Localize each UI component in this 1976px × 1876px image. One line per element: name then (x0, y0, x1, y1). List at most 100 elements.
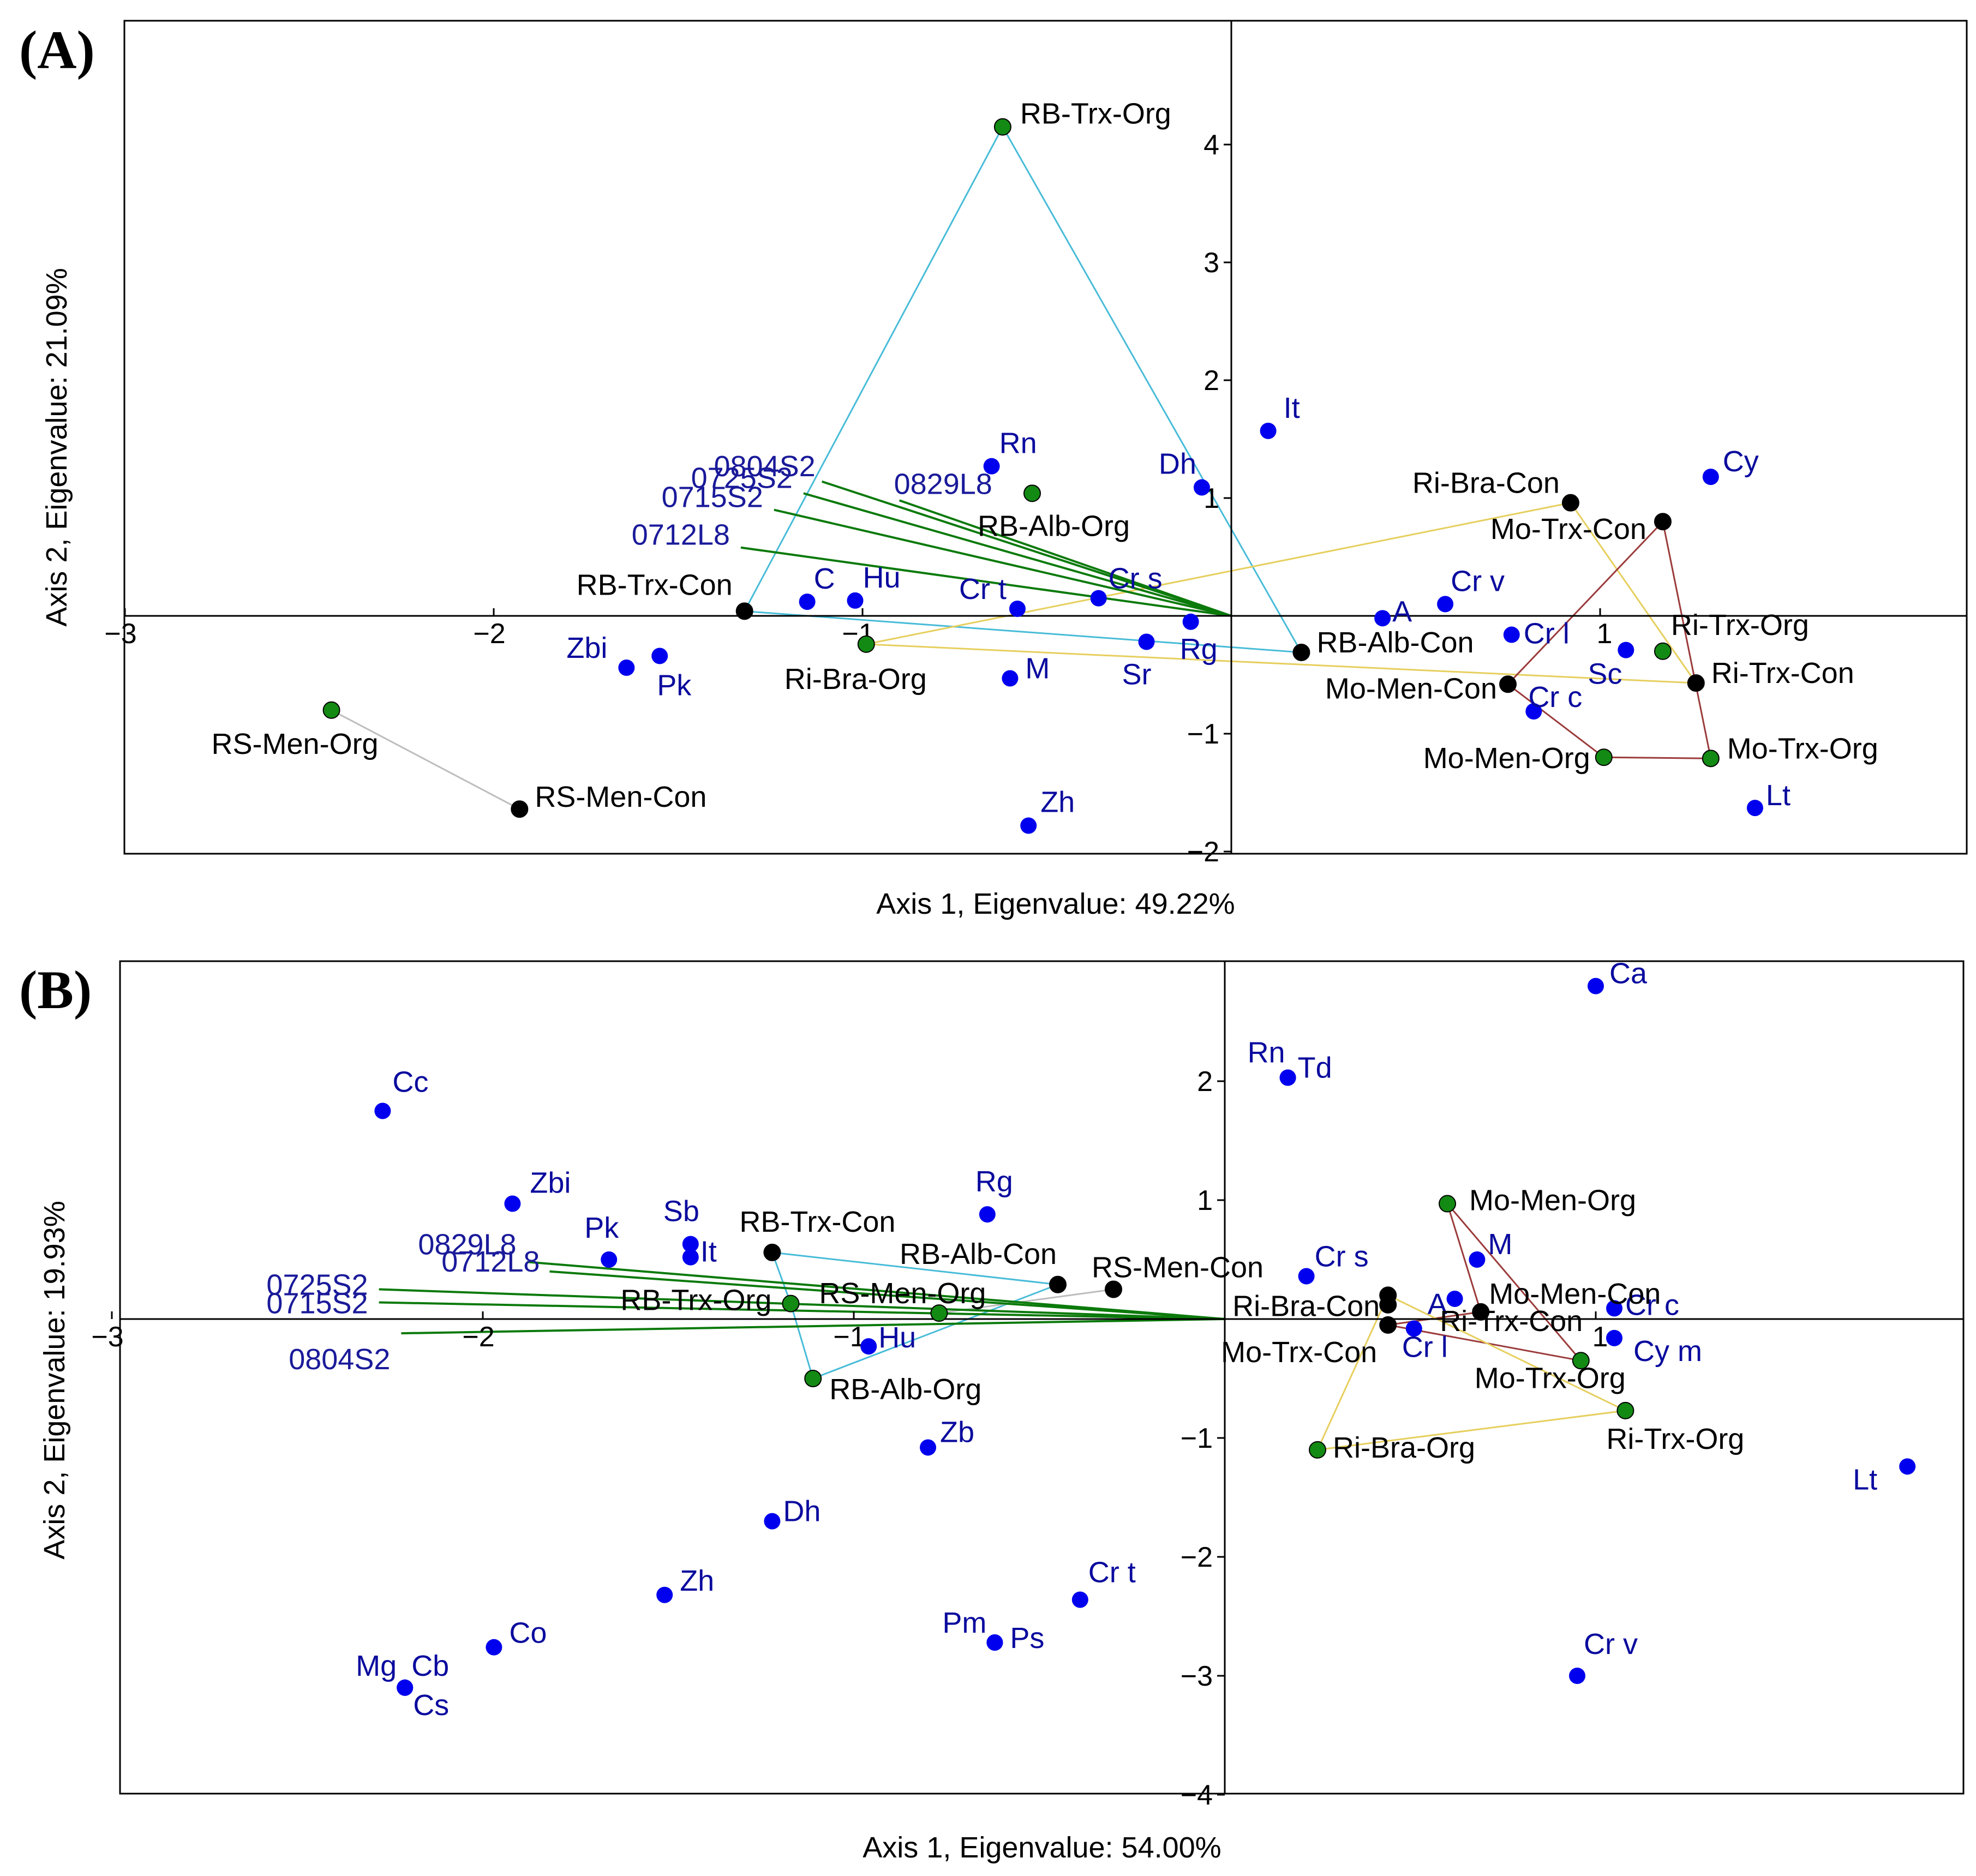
panel-a-species-point-cr-v (1437, 596, 1454, 613)
panel-a-species-point-zh (1020, 817, 1037, 834)
panel-a-site-label-rb-trx-org: RB-Trx-Org (1020, 98, 1171, 130)
panel-b-site-point-rb-alb-org (804, 1370, 822, 1387)
panel-a-y-tick-label: 4 (1203, 129, 1219, 161)
panel-b-site-point-ri-trx-con (1379, 1296, 1397, 1314)
panel-b-species-point-cy-m (1606, 1329, 1622, 1346)
panel-b-points (374, 978, 1916, 1696)
panel-a-site-point-mo-men-org (1595, 748, 1613, 766)
panel-a-site-point-ri-bra-con (1561, 494, 1579, 512)
panel-b-site-point-ri-bra-org (1309, 1441, 1326, 1459)
panel-b-species-label-dh: Dh (783, 1495, 821, 1528)
panel-a-site-label-rs-men-org: RS-Men-Org (212, 728, 379, 760)
panel-a-species-label-cr-l: Cr l (1524, 618, 1570, 650)
panel-b-y-tick-label: 1 (1197, 1185, 1213, 1216)
panel-a-species-label-sr: Sr (1122, 658, 1152, 691)
panel-b-ticks: −3 −2 −1 1 2 1 −1 −2 −3 −4 (91, 1066, 1608, 1811)
panel-a-site-point-rs-men-con (511, 800, 529, 818)
panel-b-species-point-cc (374, 1102, 391, 1119)
panel-a-site-label-mo-men-org: Mo-Men-Org (1423, 742, 1590, 775)
panel-a-species-label-a: A (1392, 595, 1412, 628)
panel-a-species-point-cr-s (1090, 590, 1107, 607)
panel-b-species-label-zb: Zb (940, 1416, 974, 1448)
panel-b-site-point-mo-trx-org (1572, 1352, 1590, 1370)
panel-b-species-point-ps (986, 1634, 1003, 1651)
panel-b-species-point-cr-l (1405, 1320, 1422, 1337)
panel-a-site-point-rb-alb-org (1023, 484, 1041, 502)
panel-a-species-label-c: C (814, 562, 835, 595)
panel-b-site-label-ri-bra-org: Ri-Bra-Org (1333, 1431, 1475, 1464)
panel-b-x-tick-label: −1 (833, 1321, 865, 1353)
panel-b-species-label-pk: Pk (584, 1212, 619, 1244)
panel-b-vector-0804s2 (401, 1318, 1225, 1335)
panel-b-species-point-zh (656, 1586, 673, 1603)
panel-a-vector-0829l8 (899, 499, 1232, 617)
panel-b-site-point-rb-trx-org (782, 1294, 800, 1312)
panel-a-species-point-rg (1182, 613, 1199, 630)
panel-b-vector-0725s2 (379, 1288, 1225, 1320)
panel-b-species-label-a: A (1428, 1288, 1447, 1321)
panel-b-species-label-zbi: Zbi (530, 1167, 571, 1200)
panel-b-species-label-hu: Hu (878, 1321, 916, 1354)
panel-a-frame (123, 20, 1968, 855)
panel-b-site-label-mo-trx-org: Mo-Trx-Org (1475, 1362, 1626, 1394)
panel-a-x-axis-title: Axis 1, Eigenvalue: 49.22% (876, 888, 1235, 920)
panel-a-species-label-m: M (1025, 652, 1050, 685)
panel-a-species-label-rn: Rn (999, 427, 1037, 460)
panel-a-species-point-pk (651, 648, 668, 664)
panel-b-vector-0829l8 (527, 1261, 1225, 1320)
panel-b-hull-ri (1316, 1294, 1628, 1451)
panel-a-species-label-pk: Pk (657, 669, 692, 702)
panel-a-species-point-m (1002, 670, 1019, 687)
panel-b-species-label-rn: Rn (1248, 1036, 1285, 1069)
panel-b-letter: (B) (19, 960, 92, 1020)
panel-b-site-point-rb-trx-con (763, 1243, 781, 1261)
panel-a-x-tick-label: 1 (1597, 618, 1613, 650)
panel-a-site-point-mo-trx-con (1654, 513, 1672, 531)
panel-a-species-point-zbi (618, 660, 635, 676)
panel-b-species-label-lt: Lt (1853, 1463, 1877, 1496)
panel-b-species-label-co: Co (509, 1617, 547, 1650)
panel-b-vector-label-0829l8: 0829L8 (418, 1228, 516, 1261)
panel-b-site-label-mo-trx-con: Mo-Trx-Con (1221, 1336, 1377, 1369)
panel-b-species-label-cr-c: Cr c (1625, 1288, 1679, 1321)
panel-b-species-point-cr-t (1071, 1591, 1088, 1608)
panel-b-env-vectors (379, 1261, 1225, 1335)
panel-a-site-label-rb-alb-con: RB-Alb-Con (1316, 626, 1474, 659)
panel-b-y-axis-title: Axis 2, Eigenvalue: 19.93% (38, 1201, 71, 1559)
panel-b-site-label-rs-men-con: RS-Men-Con (1092, 1251, 1264, 1284)
panel-b-species-label-cr-s: Cr s (1315, 1240, 1369, 1273)
panel-a-species-point-cr-c (1525, 703, 1542, 720)
panel-a-x-tick-label: −2 (473, 618, 505, 650)
panel-b-vector-0712l8 (549, 1270, 1225, 1320)
panel-b-site-label-ri-trx-org: Ri-Trx-Org (1606, 1423, 1744, 1455)
panel-a-vector-0804s2 (822, 480, 1232, 617)
panel-a-vector-label-0725s2: 0725S2 (691, 461, 793, 494)
panel-a-site-label-ri-bra-con: Ri-Bra-Con (1412, 467, 1560, 500)
panel-a-site-point-mo-trx-org (1702, 750, 1720, 768)
panel-a-site-label-ri-bra-org: Ri-Bra-Org (785, 663, 927, 696)
panel-b-species-label-cb: Cb (411, 1650, 449, 1682)
panel-b-x-axis-title: Axis 1, Eigenvalue: 54.00% (863, 1831, 1221, 1864)
panel-b-species-point-dh (764, 1513, 781, 1530)
panel-b-site-point-ri-trx-org (1616, 1401, 1634, 1419)
panel-b-site-point-mo-men-con (1472, 1303, 1490, 1321)
panel-b-species-point-cr-c (1606, 1300, 1622, 1317)
panel-b-species-point-cr-v (1569, 1668, 1585, 1684)
panel-a-site-label-mo-trx-con: Mo-Trx-Con (1490, 513, 1646, 546)
panel-b-species-label-it: It (700, 1236, 717, 1268)
panel-b-species-point-it (682, 1249, 699, 1266)
panel-b-species-label-zh: Zh (680, 1565, 714, 1597)
panel-b-x-tick-label: −2 (462, 1321, 494, 1353)
panel-a-species-point-sc (1618, 642, 1634, 658)
panel-a-vector-0725s2 (803, 492, 1232, 617)
panel-b-species-label-pm: Pm (942, 1607, 986, 1639)
panel-a-species-label-lt: Lt (1766, 779, 1791, 812)
panel-a-species-point-cr-l (1503, 626, 1520, 643)
panel-b-site-label-ri-bra-con: Ri-Bra-Con (1232, 1290, 1380, 1322)
panel-a-site-point-mo-men-con (1499, 675, 1517, 693)
panel-a-species-point-cy (1702, 469, 1719, 486)
